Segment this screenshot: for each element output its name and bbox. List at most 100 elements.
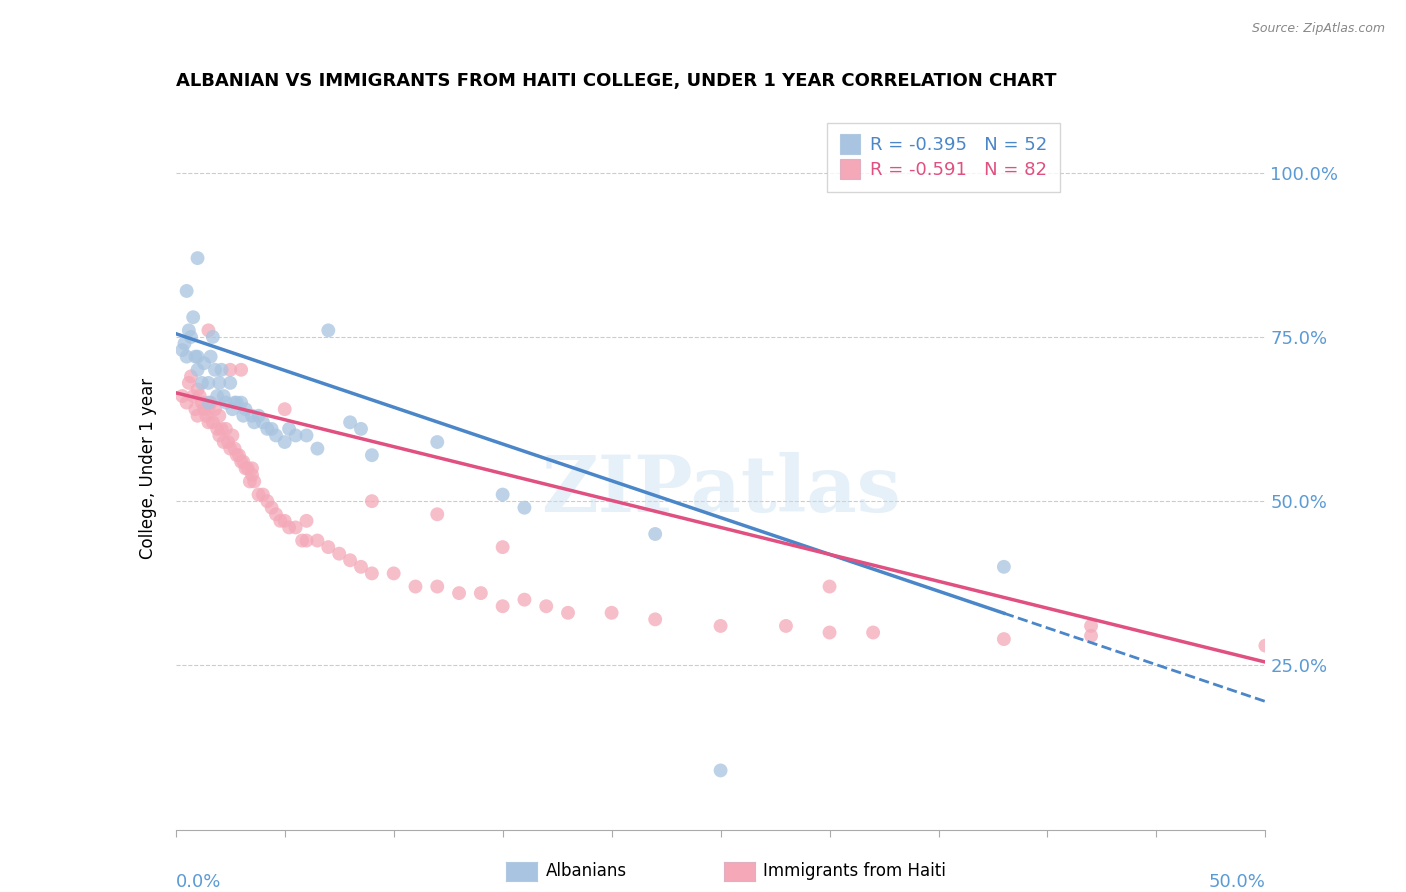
Point	[447, 586, 470, 600]
Point	[252, 415, 274, 429]
Point	[264, 428, 287, 442]
Point	[180, 330, 202, 344]
Point	[197, 395, 219, 409]
Point	[274, 435, 297, 450]
Point	[176, 284, 198, 298]
Point	[205, 389, 228, 403]
Point	[204, 402, 226, 417]
Text: 0.0%: 0.0%	[176, 873, 221, 891]
Point	[534, 599, 557, 614]
Point	[710, 764, 733, 778]
Point	[184, 350, 207, 364]
Point	[232, 455, 254, 469]
Point	[328, 547, 350, 561]
Point	[360, 448, 382, 462]
Point	[173, 336, 195, 351]
Point	[644, 527, 666, 541]
Point	[247, 487, 270, 501]
Point	[278, 422, 301, 436]
Point	[247, 409, 270, 423]
Point	[231, 363, 253, 377]
Point	[224, 395, 246, 409]
Point	[295, 514, 318, 528]
Point	[269, 514, 291, 528]
Point	[211, 422, 233, 436]
Point	[284, 520, 307, 534]
Point	[221, 402, 243, 417]
Point	[492, 599, 515, 614]
Point	[217, 435, 239, 450]
Point	[197, 402, 219, 417]
Point	[188, 389, 211, 403]
Point	[775, 619, 797, 633]
Point	[191, 376, 214, 390]
Point	[470, 586, 492, 600]
Point	[295, 533, 318, 548]
Point	[191, 395, 214, 409]
Point	[181, 310, 204, 325]
Legend: R = -0.395   N = 52, R = -0.591   N = 82: R = -0.395 N = 52, R = -0.591 N = 82	[827, 123, 1060, 192]
Text: ALBANIAN VS IMMIGRANTS FROM HAITI COLLEGE, UNDER 1 YEAR CORRELATION CHART: ALBANIAN VS IMMIGRANTS FROM HAITI COLLEG…	[176, 72, 1056, 90]
Point	[256, 422, 278, 436]
Point	[236, 461, 259, 475]
Text: Source: ZipAtlas.com: Source: ZipAtlas.com	[1251, 22, 1385, 36]
Point	[219, 363, 242, 377]
Point	[993, 559, 1015, 574]
Point	[224, 442, 246, 456]
Point	[492, 487, 515, 501]
Point	[197, 376, 219, 390]
Point	[1254, 639, 1277, 653]
Point	[278, 520, 301, 534]
Point	[193, 356, 215, 370]
Point	[426, 580, 449, 594]
Point	[235, 461, 257, 475]
Point	[260, 422, 283, 436]
Point	[350, 422, 373, 436]
Point	[231, 395, 253, 409]
Point	[197, 323, 219, 337]
Point	[426, 435, 449, 450]
Point	[215, 395, 238, 409]
Text: ZIPatlas: ZIPatlas	[541, 452, 900, 528]
Point	[318, 323, 340, 337]
Point	[228, 448, 250, 462]
Point	[197, 415, 219, 429]
Point	[644, 612, 666, 626]
Point	[193, 402, 215, 417]
Text: Immigrants from Haiti: Immigrants from Haiti	[763, 863, 946, 880]
Point	[405, 580, 427, 594]
Point	[339, 553, 361, 567]
Point	[181, 389, 204, 403]
Point	[186, 350, 209, 364]
Point	[360, 494, 382, 508]
Point	[201, 415, 224, 429]
Point	[710, 619, 733, 633]
Point	[350, 559, 373, 574]
Point	[235, 402, 257, 417]
Point	[243, 415, 266, 429]
Point	[360, 566, 382, 581]
Point	[215, 422, 238, 436]
Point	[186, 409, 209, 423]
Point	[339, 415, 361, 429]
Point	[426, 508, 449, 522]
Point	[492, 540, 515, 554]
Point	[513, 592, 536, 607]
Point	[201, 330, 224, 344]
Point	[221, 428, 243, 442]
Point	[382, 566, 405, 581]
Point	[557, 606, 579, 620]
Point	[291, 533, 314, 548]
Point	[1080, 619, 1102, 633]
Point	[225, 448, 247, 462]
Y-axis label: College, Under 1 year: College, Under 1 year	[139, 377, 157, 559]
Point	[212, 435, 235, 450]
Point	[219, 376, 242, 390]
Point	[180, 369, 202, 384]
Point	[264, 508, 287, 522]
Point	[274, 514, 297, 528]
Point	[993, 632, 1015, 646]
Point	[260, 500, 283, 515]
Point	[186, 383, 209, 397]
Point	[195, 409, 218, 423]
